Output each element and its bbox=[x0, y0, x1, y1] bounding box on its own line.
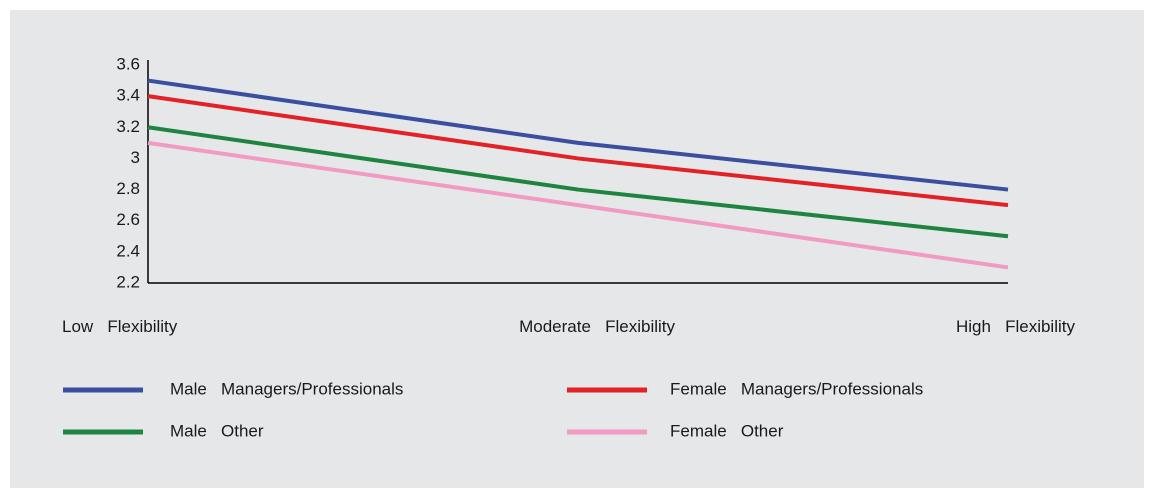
legend-label: Male Other bbox=[170, 421, 264, 440]
legend-label: Female Managers/Professionals bbox=[670, 379, 923, 398]
y-tick-label: 2.4 bbox=[116, 241, 140, 260]
x-tick-label: Moderate Flexibility bbox=[519, 317, 675, 336]
series-line bbox=[147, 140, 1009, 270]
y-tick-label: 2.8 bbox=[116, 179, 140, 198]
x-tick-label: High Flexibility bbox=[956, 317, 1076, 336]
y-tick-label: 3.4 bbox=[116, 86, 140, 105]
series-line bbox=[147, 125, 1009, 239]
series-line bbox=[147, 94, 1009, 208]
y-tick-label: 3.6 bbox=[116, 54, 140, 73]
x-tick-label: Low Flexibility bbox=[62, 317, 178, 336]
y-tick-label: 2.2 bbox=[116, 272, 140, 291]
series-line bbox=[147, 78, 1009, 192]
y-tick-label: 2.6 bbox=[116, 210, 140, 229]
legend-label: Female Other bbox=[670, 421, 784, 440]
y-tick-label: 3.2 bbox=[116, 117, 140, 136]
legend-label: Male Managers/Professionals bbox=[170, 379, 403, 398]
y-tick-label: 3 bbox=[131, 148, 140, 167]
